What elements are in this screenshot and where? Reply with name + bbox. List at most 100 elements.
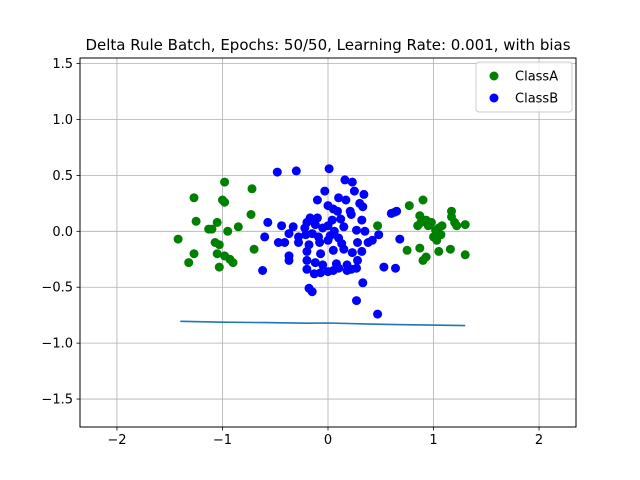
y-tick-label: 1.0: [52, 113, 73, 128]
classa-point: [214, 240, 224, 250]
classb-point: [277, 221, 287, 231]
y-tick-label: −0.5: [41, 281, 73, 296]
classb-point: [341, 195, 351, 205]
classb-point: [334, 193, 344, 203]
classb-point: [379, 262, 389, 272]
classb-point: [352, 296, 361, 306]
classb-point: [312, 195, 322, 205]
classb-point: [333, 206, 342, 216]
classb-point: [353, 255, 362, 265]
classa-point: [220, 177, 230, 187]
y-tick-label: −1.0: [41, 337, 73, 352]
classb-point: [300, 223, 310, 233]
legend-label: ClassA: [515, 70, 558, 85]
classa-point: [173, 234, 183, 244]
legend-marker: [489, 93, 499, 103]
classa-point: [418, 255, 428, 265]
classb-point: [307, 287, 317, 297]
classa-point: [212, 217, 222, 227]
classb-point: [334, 263, 344, 273]
y-tick-label: 0.0: [52, 225, 73, 240]
classb-point: [323, 267, 333, 277]
classb-point: [310, 258, 320, 268]
classb-point: [302, 246, 312, 256]
axis-ticks: −2 −1 0 1 2 −1.5 −1.0 −0.5 0.0 0.5 1.0 1.5: [41, 57, 543, 448]
y-tick-label: 0.5: [52, 169, 73, 184]
classa-point: [418, 195, 428, 205]
classa-point: [220, 197, 230, 207]
classb-point: [258, 266, 268, 275]
classb-point: [336, 214, 346, 224]
classa-point: [445, 244, 455, 254]
classa-point: [247, 184, 257, 194]
classb-point: [288, 222, 298, 232]
classb-point: [349, 186, 359, 196]
classb-point: [263, 217, 273, 227]
x-tick-label: −2: [107, 433, 126, 448]
x-tick-label: 0: [324, 433, 332, 448]
classb-point: [260, 232, 270, 242]
classb-point: [294, 238, 303, 247]
classa-point: [189, 193, 199, 203]
x-tick-label: 1: [429, 433, 437, 448]
classb-point: [310, 220, 320, 230]
classa-point: [214, 262, 224, 272]
classb-point: [272, 167, 282, 177]
legend-box: [475, 61, 573, 113]
classa-point: [437, 221, 447, 231]
y-tick-label: −1.5: [41, 393, 73, 408]
x-tick-label: 2: [535, 433, 543, 448]
classb-point: [358, 202, 368, 212]
classb-point: [359, 189, 369, 199]
classb-point: [316, 268, 326, 278]
classb-point: [374, 230, 384, 240]
classa-point: [415, 211, 425, 221]
classa-point: [191, 216, 201, 226]
classb-point: [358, 278, 368, 288]
classb-point: [340, 175, 350, 185]
scatter-points: [173, 164, 470, 319]
classb-point: [357, 246, 367, 256]
classb-point: [395, 234, 405, 244]
classa-point: [184, 258, 194, 268]
x-tick-label: −1: [213, 433, 232, 448]
classb-point: [320, 186, 330, 196]
classb-point: [360, 226, 370, 236]
classb-point: [316, 249, 326, 259]
classb-point: [386, 208, 396, 218]
classb-point: [339, 222, 349, 232]
classa-point: [249, 244, 259, 254]
classa-point: [460, 250, 470, 260]
classa-point: [189, 249, 199, 259]
classb-point: [347, 177, 357, 187]
classb-point: [273, 238, 283, 247]
legend-label: ClassB: [515, 92, 558, 107]
decision-boundary-line: [180, 320, 466, 327]
classb-point: [302, 264, 312, 274]
classb-point: [291, 166, 301, 176]
classa-point: [212, 249, 222, 259]
classa-point: [373, 221, 383, 231]
classa-point: [228, 258, 238, 268]
classb-point: [347, 248, 357, 258]
classb-point: [280, 238, 290, 247]
classa-point: [223, 226, 233, 236]
classb-point: [318, 260, 328, 270]
decision-boundary-layer: [180, 320, 466, 327]
classa-point: [246, 210, 256, 219]
classa-point: [402, 245, 412, 255]
classa-point: [233, 222, 243, 232]
classa-point: [415, 243, 425, 253]
classa-point: [426, 217, 436, 227]
classb-point: [323, 235, 333, 245]
classa-point: [413, 221, 423, 231]
legend: ClassA ClassB: [475, 61, 573, 113]
classa-point: [434, 246, 444, 256]
y-tick-label: 1.5: [52, 57, 73, 72]
classb-point: [328, 245, 338, 255]
classb-point: [353, 238, 362, 247]
classb-point: [284, 255, 294, 265]
classa-point: [452, 221, 462, 231]
classb-point: [342, 266, 352, 275]
